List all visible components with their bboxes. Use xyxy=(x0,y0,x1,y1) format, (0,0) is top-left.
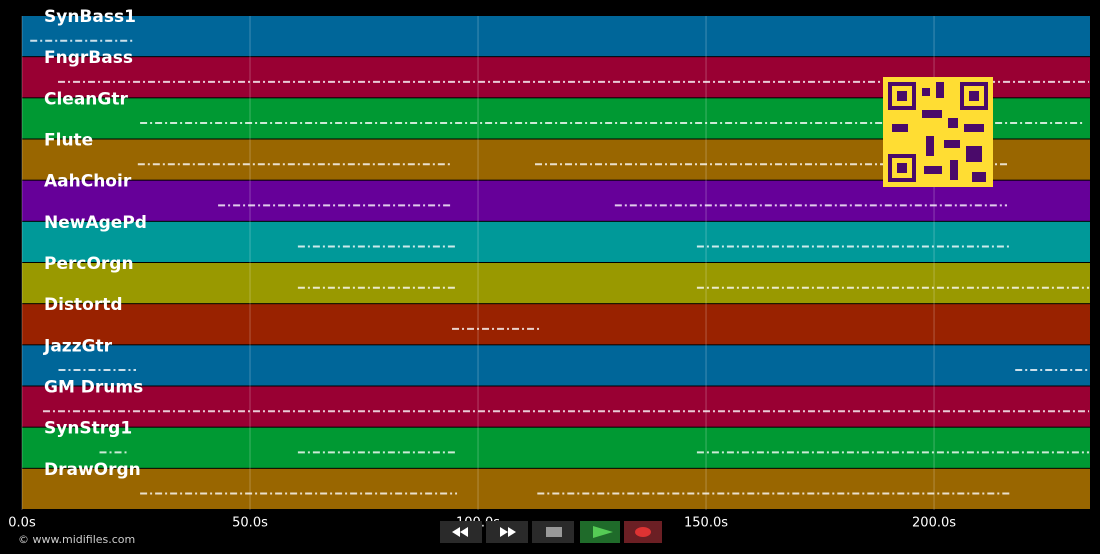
track-label: CleanGtr xyxy=(44,89,128,109)
track-label: Flute xyxy=(44,131,93,151)
track-label: NewAgePd xyxy=(44,213,147,233)
track-band xyxy=(22,386,1090,427)
track-band xyxy=(22,263,1090,304)
track-label: FngrBass xyxy=(44,48,133,68)
track-band xyxy=(22,16,1090,57)
track-label: AahChoir xyxy=(44,172,132,192)
x-tick-label: 200.0s xyxy=(912,516,956,531)
track-label: DrawOrgn xyxy=(44,460,141,480)
track-label: SynStrg1 xyxy=(44,419,132,439)
track-labels: SynBass1 FngrBass CleanGtr Flute AahChoir New… xyxy=(43,7,147,480)
track-label: PercOrgn xyxy=(44,254,134,274)
track-label: SynBass1 xyxy=(44,7,136,27)
x-tick-label: 0.0s xyxy=(8,516,36,531)
track-label: Distortd xyxy=(44,295,123,315)
track-band xyxy=(22,468,1090,509)
track-band xyxy=(22,304,1090,345)
x-tick-label: 50.0s xyxy=(232,516,268,531)
track-band xyxy=(22,221,1090,262)
transport-controls xyxy=(440,521,662,543)
qr-code xyxy=(883,77,993,187)
track-band xyxy=(22,180,1090,221)
track-band xyxy=(22,345,1090,386)
footer: © www.midifiles.com xyxy=(18,533,135,546)
track-label: JazzGtr xyxy=(43,336,113,356)
x-tick-label: 150.0s xyxy=(684,516,728,531)
track-label: GM Drums xyxy=(44,378,143,398)
track-band xyxy=(22,427,1090,468)
